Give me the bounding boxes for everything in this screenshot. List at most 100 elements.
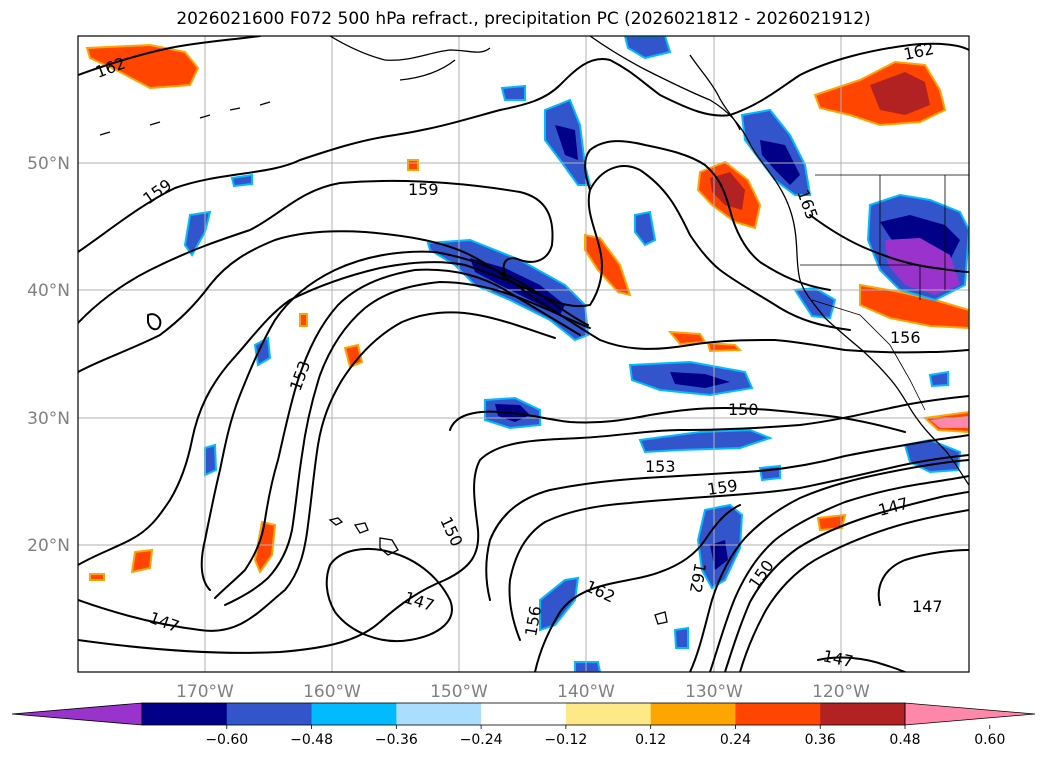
precip-area xyxy=(930,416,969,428)
precip-area xyxy=(407,159,419,171)
colorbar: −0.60 −0.48 −0.36 −0.24 −0.12 0.12 0.24 0.36 0.4… xyxy=(11,702,1036,748)
map-title: 2026021600 F072 500 hPa refract., precip… xyxy=(176,9,871,29)
precip-area xyxy=(870,72,930,115)
colorbar-tick-label: −0.60 xyxy=(205,732,248,748)
precip-area xyxy=(793,286,837,320)
precip-area xyxy=(299,313,308,327)
colorbar-tick-label: −0.24 xyxy=(460,732,503,748)
contour-line xyxy=(724,491,969,672)
contour-label: 156 xyxy=(521,604,545,637)
contour-label: 147 xyxy=(402,588,437,616)
precip-area xyxy=(634,210,657,247)
gridlines xyxy=(78,36,969,672)
precip-area xyxy=(584,233,632,297)
precip-area xyxy=(343,343,364,369)
contour-line xyxy=(78,36,261,76)
precip-area xyxy=(706,341,743,353)
contour-line xyxy=(709,475,969,672)
contour-label: 156 xyxy=(890,328,921,347)
colorbar-tick-label: 0.24 xyxy=(720,732,751,748)
lat-label: 40°N xyxy=(27,281,70,301)
contour-line xyxy=(449,407,906,433)
contour-line xyxy=(508,454,969,641)
colorbar-extend-low xyxy=(11,702,143,726)
contour-label: 150 xyxy=(745,556,778,592)
contour-line xyxy=(877,549,969,606)
colorbar-segment xyxy=(142,703,228,725)
contour-line xyxy=(809,214,969,273)
colorbar-segment xyxy=(396,703,482,725)
contour-label: 150 xyxy=(728,400,759,419)
contour-label: 147 xyxy=(876,494,910,520)
contour-label: 147 xyxy=(912,597,943,616)
precip-area xyxy=(183,210,212,257)
contour-line xyxy=(78,230,969,373)
precip-area xyxy=(89,573,105,581)
contour-label: 162 xyxy=(686,561,710,594)
colorbar-segment xyxy=(226,703,313,725)
refractivity-contours xyxy=(78,36,969,672)
colorbar-segment xyxy=(820,703,906,725)
borders xyxy=(800,174,969,411)
contour-label: 147 xyxy=(821,646,855,671)
lat-label: 50°N xyxy=(27,154,70,174)
contour-line xyxy=(78,42,969,253)
precip-area xyxy=(204,443,218,477)
contour-label: 165 xyxy=(793,187,821,222)
contour-line xyxy=(325,547,453,642)
contour-label: 153 xyxy=(645,457,676,476)
precip-area xyxy=(758,464,781,482)
precip-area xyxy=(880,215,960,260)
colorbar-tick-label: −0.48 xyxy=(290,732,333,748)
lon-label: 170°W xyxy=(176,682,234,702)
colorbar-extend-high xyxy=(904,702,1036,726)
contour-label: 147 xyxy=(147,608,182,636)
colorbar-segment xyxy=(481,703,567,725)
contour-line xyxy=(78,395,969,654)
contour-line xyxy=(147,313,162,331)
contour-line xyxy=(200,250,589,591)
precip-area xyxy=(230,173,253,188)
contour-label: 153 xyxy=(286,358,314,393)
contour-line xyxy=(485,434,969,601)
contour-label: 162 xyxy=(582,576,618,606)
contour-line xyxy=(78,165,851,566)
colorbar-tick-label: 0.48 xyxy=(889,732,920,748)
colorbar-tick-label: −0.12 xyxy=(544,732,587,748)
contour-label: 159 xyxy=(139,175,175,208)
colorbar-tick-label: 0.60 xyxy=(974,732,1005,748)
precip-area xyxy=(253,520,277,575)
precip-area xyxy=(638,428,773,454)
precipitation-fills xyxy=(85,36,969,672)
lat-label: 20°N xyxy=(27,536,70,556)
lat-label: 30°N xyxy=(27,409,70,429)
contour-labels: 162 159 159 153 150 153 159 150 147 147 … xyxy=(93,39,943,671)
lon-label: 150°W xyxy=(430,682,488,702)
lat-axis-labels: 50°N 40°N 30°N 20°N xyxy=(27,154,70,556)
contour-label: 162 xyxy=(902,39,936,64)
contour-label: 159 xyxy=(706,476,739,499)
precip-area xyxy=(623,36,672,60)
contour-label: 159 xyxy=(408,180,439,199)
colorbar-tick-label: 0.36 xyxy=(805,732,836,748)
plot-frame xyxy=(77,35,970,673)
precip-area xyxy=(670,372,730,388)
contour-line xyxy=(584,140,831,291)
lon-label: 160°W xyxy=(303,682,361,702)
contour-line xyxy=(817,656,906,672)
precip-area xyxy=(539,576,580,632)
contour-line xyxy=(534,504,741,672)
precip-area xyxy=(816,513,847,532)
colorbar-segment xyxy=(565,703,652,725)
lon-label: 130°W xyxy=(685,682,743,702)
precip-area xyxy=(928,370,949,388)
colorbar-segment xyxy=(311,703,397,725)
contour-line xyxy=(78,311,556,632)
precip-area xyxy=(500,84,526,101)
coastlines xyxy=(99,36,969,625)
contour-line xyxy=(214,268,581,599)
precip-area xyxy=(859,283,969,330)
lon-axis-labels: 170°W 160°W 150°W 140°W 130°W 120°W xyxy=(176,682,870,702)
lon-label: 120°W xyxy=(812,682,870,702)
